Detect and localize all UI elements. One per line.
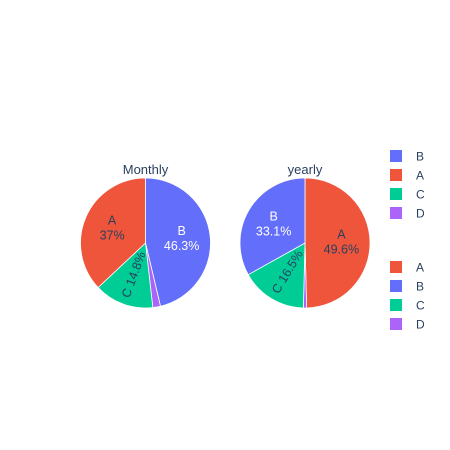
legend-swatch: [390, 318, 402, 330]
pie-title: yearly: [288, 162, 323, 177]
legend-item-b[interactable]: B: [390, 150, 424, 164]
legend-swatch: [390, 150, 402, 162]
slice-category-label: A: [337, 228, 346, 242]
legend-label: D: [416, 207, 425, 221]
slice-label: A 49.6%: [324, 228, 359, 257]
pie-slice-b[interactable]: [145, 177, 211, 307]
legend-item-b[interactable]: B: [390, 280, 424, 294]
legend-item-a[interactable]: A: [390, 169, 424, 183]
pie-slice-a[interactable]: [80, 177, 146, 289]
legend-label: D: [416, 318, 425, 332]
slice-label: B 33.1%: [256, 210, 291, 239]
pie-title: Monthly: [123, 162, 169, 177]
pie-slice-c[interactable]: [97, 242, 154, 309]
legend-swatch: [390, 299, 402, 311]
pie-slice-b[interactable]: [239, 177, 306, 276]
legend-item-d[interactable]: D: [390, 318, 425, 332]
legend-swatch: [390, 188, 402, 200]
legend-item-c[interactable]: C: [390, 299, 425, 313]
slice-label: A 37%: [100, 214, 125, 243]
legend-swatch: [390, 207, 402, 219]
pie-slice-c[interactable]: [247, 242, 306, 309]
legend-label: A: [416, 261, 424, 275]
legend-label: B: [416, 280, 424, 294]
slice-label: B 46.3%: [164, 224, 199, 253]
legend-item-a[interactable]: A: [390, 261, 424, 275]
slice-category-label: B: [269, 210, 277, 224]
pie-slice-a[interactable]: [304, 177, 371, 309]
slice-percent-label: 33.1%: [256, 225, 291, 239]
slice-percent-label: 37%: [100, 229, 125, 243]
legend-swatch: [390, 280, 402, 292]
slice-percent-label: 46.3%: [164, 239, 199, 253]
slice-category-label: C: [119, 283, 136, 300]
legend-label: C: [416, 299, 425, 313]
legend-item-d[interactable]: D: [390, 207, 425, 221]
slice-category-label: C: [269, 278, 287, 296]
slice-category-label: A: [108, 214, 117, 228]
legend-label: B: [416, 150, 424, 164]
legend-item-c[interactable]: C: [390, 188, 425, 202]
legend-label: A: [416, 169, 424, 183]
legend-swatch: [390, 261, 402, 273]
legend-label: C: [416, 188, 425, 202]
slice-percent-label: 49.6%: [324, 243, 359, 257]
legend-swatch: [390, 169, 402, 181]
slice-category-label: B: [177, 224, 185, 238]
